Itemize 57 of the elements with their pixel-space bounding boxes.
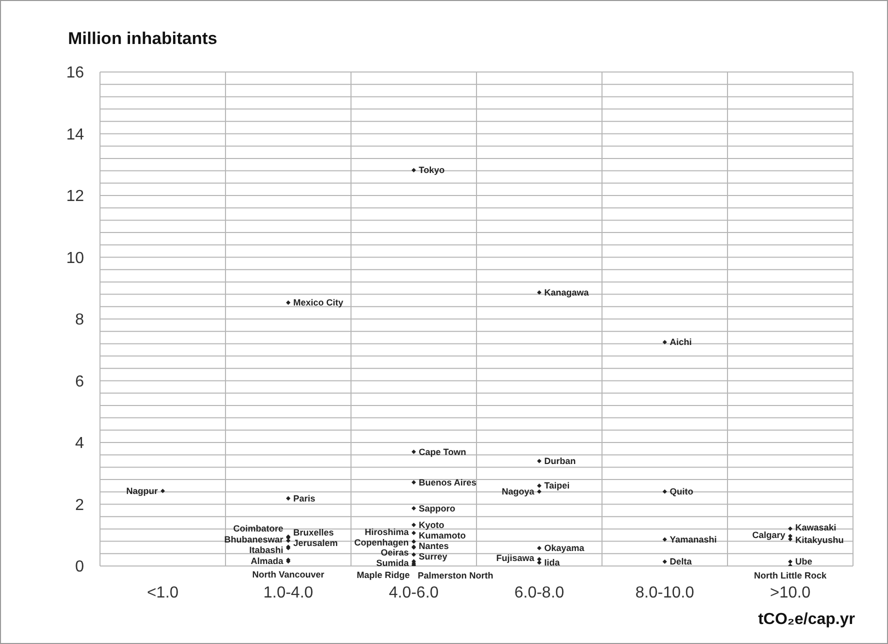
annotation: Aichi	[670, 337, 692, 348]
annotation: Yamanashi	[670, 534, 717, 544]
y-axis-title: Million inhabitants	[68, 29, 218, 49]
annotation: Quito	[670, 486, 694, 497]
y-tick-label: 2	[75, 496, 84, 514]
annotation: Buenos Aires	[418, 477, 476, 488]
annotation: Kanagawa	[544, 287, 590, 298]
x-axis-title: tCO₂e/cap.yr	[758, 611, 855, 629]
annotation: Itabashi	[249, 545, 284, 556]
annotation: Oeiras	[380, 547, 409, 558]
y-tick-label: 16	[66, 64, 84, 82]
annotation: Almada	[250, 556, 284, 566]
y-tick-label: 6	[75, 373, 84, 390]
annotation: Ube	[795, 556, 812, 567]
annotation: Taipei	[544, 480, 570, 491]
annotation: Cape Town	[418, 446, 466, 457]
y-tick-label: 4	[75, 435, 84, 452]
annotation: Hiroshima	[364, 526, 410, 537]
annotation: Jerusalem	[293, 538, 338, 548]
y-tick-label: 12	[66, 188, 84, 206]
annotation: Fujisawa	[496, 553, 536, 564]
annotation: Durban	[544, 456, 576, 466]
x-tick-label: <1.0	[146, 584, 179, 602]
x-tick-label: >10.0	[770, 584, 811, 602]
annotation: Kawasaki	[795, 522, 836, 533]
annotation: North Little Rock	[754, 570, 828, 581]
annotation: Surrey	[418, 552, 448, 562]
annotation: Bruxelles	[293, 528, 334, 538]
annotation: Palmerston North	[418, 570, 494, 580]
annotation: Sapporo	[418, 503, 456, 514]
annotation: Okayama	[544, 543, 586, 554]
annotation: Sumida	[376, 558, 410, 568]
y-tick-label: 14	[66, 126, 84, 144]
annotation: Kitakyushu	[795, 535, 844, 546]
annotation: North Vancouver	[252, 569, 325, 580]
annotation: Kumamoto	[418, 530, 466, 541]
annotation: Iida	[544, 558, 561, 568]
annotation: Nagoya	[502, 486, 536, 497]
annotation: Calgary	[752, 530, 786, 540]
annotation: Kyoto	[418, 520, 445, 530]
x-tick-label: 8.0-10.0	[635, 584, 694, 602]
y-tick-label: 8	[75, 312, 84, 329]
annotation: Bhubaneswar	[224, 534, 284, 545]
y-tick-label: 10	[66, 250, 84, 267]
annotation: Nantes	[418, 540, 449, 551]
x-tick-label: 6.0-8.0	[514, 584, 564, 602]
x-tick-label: 1.0-4.0	[263, 584, 314, 602]
annotation: Nagpur	[126, 486, 158, 496]
x-tick-label: 4.0-6.0	[388, 584, 439, 602]
annotation: Paris	[293, 493, 316, 504]
annotation: Tokyo	[418, 165, 446, 176]
annotation: Delta	[670, 556, 693, 567]
annotation: Copenhagen	[354, 537, 409, 548]
annotation: Coimbatore	[233, 524, 284, 534]
y-tick-label: 0	[75, 558, 84, 576]
annotation: Maple Ridge	[356, 570, 410, 580]
annotation: Mexico City	[293, 298, 344, 308]
